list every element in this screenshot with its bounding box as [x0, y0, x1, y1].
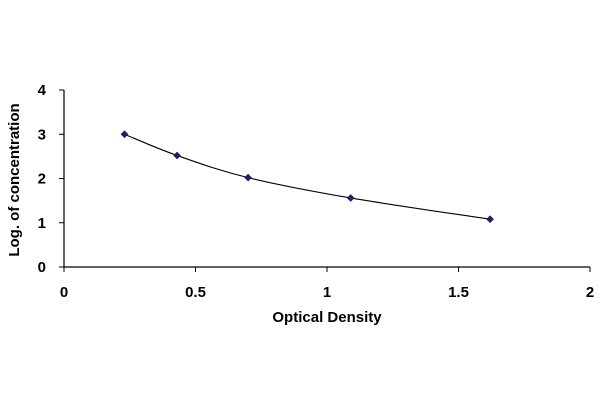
y-tick-label: 2 [38, 171, 46, 188]
data-point-marker [346, 194, 355, 202]
data-point-marker [244, 173, 253, 182]
x-tick-label: 1 [323, 284, 331, 301]
y-ticks: 0 1 2 3 4 [38, 82, 64, 276]
y-tick-label: 1 [38, 215, 46, 232]
series-layer [120, 130, 495, 224]
data-point-marker [486, 215, 495, 224]
x-tick-label: 0.5 [185, 284, 206, 301]
x-ticks: 0 0.5 1 1.5 2 [60, 267, 594, 301]
plot-area: 0 1 2 3 4 0 0.5 1 1.5 2 [38, 82, 595, 301]
series-line [124, 133, 491, 220]
y-tick-label: 3 [38, 126, 46, 143]
x-tick-label: 1.5 [448, 284, 469, 301]
x-tick-label: 2 [586, 284, 594, 301]
y-tick-label: 4 [38, 82, 47, 99]
x-tick-label: 0 [60, 284, 68, 301]
x-axis-title: Optical Density [272, 309, 382, 326]
y-tick-label: 0 [38, 259, 46, 276]
data-point-marker [120, 130, 129, 139]
data-point-marker [173, 151, 182, 160]
y-axis-title: Log. of concentration [6, 103, 23, 256]
